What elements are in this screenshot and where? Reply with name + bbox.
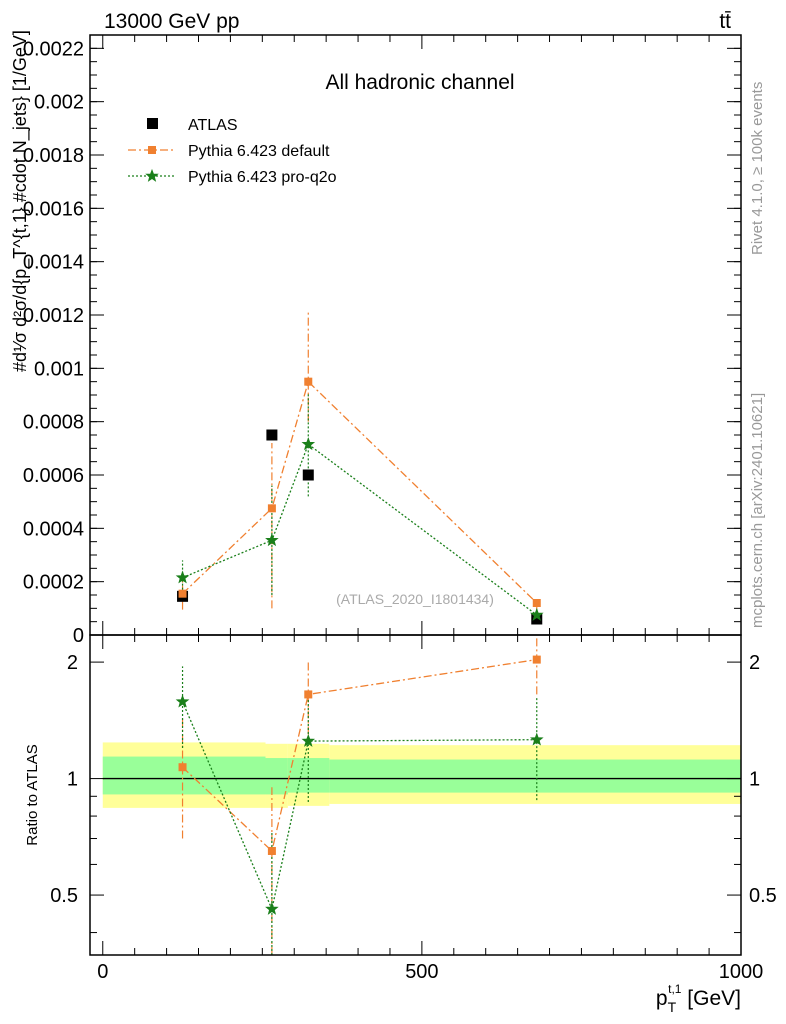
main-y-tick-label: 0.0018 [23,145,84,167]
header-energy-label: 13000 GeV pp [104,10,239,33]
header-process-label: tt̄ [719,10,731,33]
ratio-y-tick-label: 1 [67,769,78,791]
legend-marker-atlas [147,118,158,129]
main-y-tick-label: 0.0012 [23,305,84,327]
main-plot-title: All hadronic channel [325,71,514,94]
legend-label-pythia-proq2o: Pythia 6.423 pro-q2o [188,169,337,186]
ratio-line-pythia-proq2o [181,701,537,912]
mcplots-credit-label: mcplots.cern.ch [arXiv:2401.10621] [749,393,766,628]
ratio-y-tick-label-right: 2 [749,652,760,674]
ratio-plot-frame [89,634,742,956]
x-tick-label: 0 [97,961,108,983]
main-y-tick-label: 0.0022 [23,38,84,60]
ratio-panel: 0.5 0.5 1 1 2 2 0 500 1000 Ratio to ATLAS pTt,1 … [24,634,777,1015]
ratio-point-pythia-default [532,655,541,664]
main-y-tick-label: 0.001 [34,358,84,380]
main-watermark: (ATLAS_2020_I1801434) [336,591,494,607]
main-line-pythia-default [182,380,538,604]
legend-star-shape [145,168,159,182]
main-point-pythia-proq2o [530,607,544,621]
rivet-version-label: Rivet 4.1.0, ≥ 100k events [749,82,766,255]
main-plot-content [175,312,544,625]
main-point-atlas [531,613,543,625]
legend-marker-pythia-proq2o [145,168,159,182]
main-y-axis-label: #d¹⁄σ d²σ/d{p_T^{t,1} #cdot N_jets} [1/G… [10,30,31,372]
main-point-atlas [302,469,314,481]
ratio-point-pythia-proq2o [530,732,544,746]
main-y-tick-label: 0.0016 [23,198,84,220]
legend: ATLAS Pythia 6.423 default Pythia 6.423 … [128,117,337,186]
x-axis-label-sub: T [668,999,677,1015]
main-y-tick-label: 0.0014 [23,252,84,274]
main-point-pythia-default [178,589,187,598]
x-tick-label: 500 [405,961,438,983]
ratio-band-stat [329,759,741,793]
ratio-axis-ticks: 0.5 0.5 1 1 2 2 0 500 1000 [50,635,777,983]
x-axis-label-main: p [656,987,668,1010]
main-point-pythia-proq2o [175,570,190,584]
ratio-band-stat [102,756,266,795]
x-axis-label-sup: t,1 [668,982,682,996]
ratio-band-stat [287,758,330,793]
ratio-y-tick-label-right: 0.5 [749,885,777,907]
x-axis-label-unit: [GeV] [681,987,741,1010]
ratio-point-pythia-proq2o [175,694,190,708]
ratio-point-pythia-proq2o [301,733,316,747]
ratio-y-tick-label: 2 [67,652,78,674]
main-point-pythia-default [304,377,313,386]
x-axis-label: pTt,1 [GeV] [656,982,741,1015]
legend-label-pythia-default: Pythia 6.423 default [188,143,330,160]
legend-label-atlas: ATLAS [188,117,238,134]
main-y-tick-label: 0.002 [34,92,84,114]
main-y-tick-label: 0 [73,625,84,647]
ratio-point-pythia-default [304,690,313,699]
ratio-y-axis-label: Ratio to ATLAS [24,744,41,845]
main-y-tick-label: 0.0004 [23,518,84,540]
x-tick-label: 1000 [719,961,764,983]
main-y-tick-label: 0.0006 [23,465,84,487]
main-point-pythia-default [267,504,276,513]
main-point-pythia-default [532,599,541,607]
main-y-tick-label: 0.0008 [23,412,84,434]
ratio-y-tick-label-right: 1 [749,769,760,791]
main-point-atlas [266,429,278,441]
main-point-pythia-proq2o [265,533,279,547]
ratio-point-pythia-proq2o [265,901,279,915]
ratio-y-tick-label: 0.5 [50,885,78,907]
legend-marker-pythia-default [148,146,156,154]
ratio-plot-content [102,635,741,955]
ratio-band-stat [265,758,288,795]
main-point-pythia-proq2o [301,437,316,451]
main-axis-ticks: 0 0.0002 0.0004 0.0006 0.0008 0.001 0.0012 0.00… [23,34,742,647]
main-panel: 0 0.0002 0.0004 0.0006 0.0008 0.001 0.0012 0.00… [10,30,742,647]
ratio-point-pythia-default [178,763,187,772]
main-line-pythia-proq2o [182,443,538,616]
ratio-point-pythia-default [267,846,276,855]
main-y-tick-label: 0.0002 [23,572,84,594]
